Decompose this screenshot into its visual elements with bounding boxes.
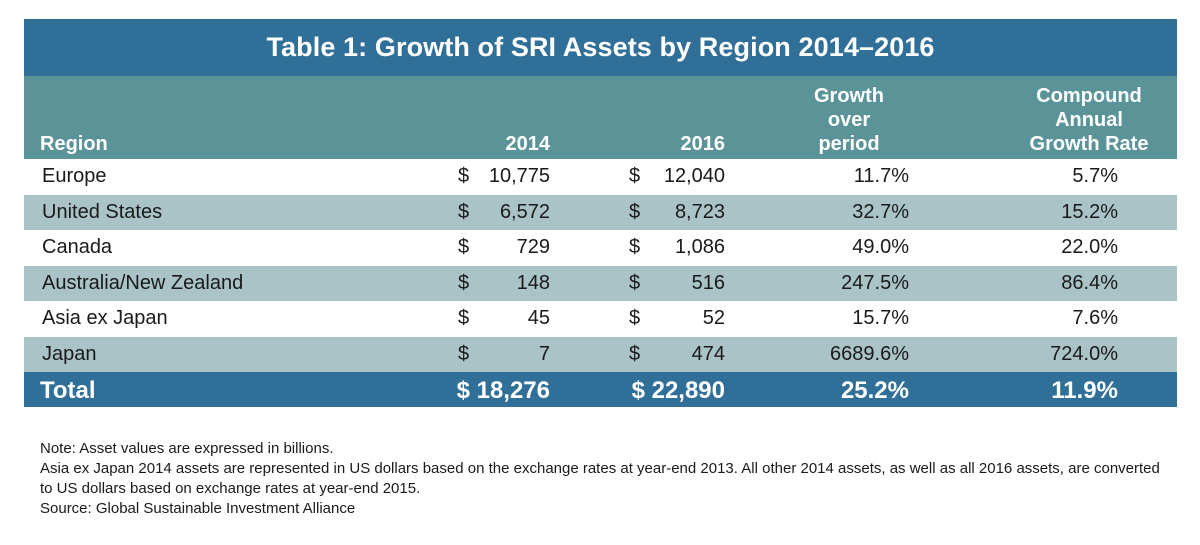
cell-value-2016: 12,040	[663, 165, 725, 187]
cell-value-2016: 516	[691, 271, 725, 294]
header-cagr-line: Annual	[1055, 109, 1123, 131]
cell-cagr: 15.2%	[1061, 200, 1118, 223]
note-source: Source: Global Sustainable Investment Al…	[40, 500, 356, 517]
header-compound-annual-growth-rate: Compound Annual Growth Rate	[1009, 84, 1169, 156]
cell-value-2014: 7	[538, 342, 550, 365]
header-growth-line: Growth	[814, 85, 884, 107]
table-row: Europe $ 10,775 $ 12,040 11.7% 5.7%	[24, 159, 1177, 195]
cell-dollar-2016: $	[629, 236, 641, 258]
total-label: Total	[40, 377, 96, 404]
total-growth: 25.2%	[840, 377, 909, 404]
total-2014: $ 18,276	[456, 377, 550, 404]
cell-dollar-2014: $	[458, 342, 470, 365]
header-growth-line: period	[818, 133, 880, 155]
cell-region: Europe	[42, 165, 107, 187]
cell-dollar-2016: $	[629, 165, 641, 187]
cell-value-2016: 1,086	[674, 236, 725, 258]
header-2014: 2014	[505, 133, 551, 155]
cell-region: Canada	[42, 236, 113, 258]
cell-cagr: 724.0%	[1050, 342, 1118, 365]
cell-value-2016: 8,723	[674, 200, 725, 223]
cell-region: Australia/New Zealand	[42, 271, 244, 294]
sri-assets-table: Table 1: Growth of SRI Assets by Region …	[24, 19, 1177, 407]
total-row: Total $ 18,276 $ 22,890 25.2% 11.9%	[24, 372, 1177, 407]
cell-value-2014: 10,775	[488, 165, 550, 187]
cell-region: United States	[42, 200, 163, 223]
header-2016: 2016	[680, 133, 726, 155]
header-cagr-line: Growth Rate	[1029, 133, 1149, 155]
cell-value-2016: 52	[702, 307, 725, 329]
total-2016: $ 22,890	[631, 377, 725, 404]
note-units: Note: Asset values are expressed in bill…	[40, 440, 334, 457]
cell-growth: 32.7%	[852, 200, 909, 223]
cell-dollar-2016: $	[629, 307, 641, 329]
table-row: Japan $ 7 $ 474 6689.6% 724.0%	[24, 336, 1177, 372]
cell-region: Asia ex Japan	[42, 307, 168, 329]
table-title: Table 1: Growth of SRI Assets by Region …	[266, 32, 935, 62]
cell-dollar-2016: $	[629, 271, 641, 294]
cell-growth: 15.7%	[852, 307, 909, 329]
table-header-row: Region 2014 2016 Growth over period Comp…	[24, 76, 1177, 159]
cell-dollar-2014: $	[458, 271, 470, 294]
cell-growth: 6689.6%	[830, 342, 909, 365]
cell-growth: 247.5%	[841, 271, 909, 294]
cell-value-2016: 474	[691, 342, 725, 365]
table-row: Canada $ 729 $ 1,086 49.0% 22.0%	[24, 230, 1177, 266]
cell-value-2014: 729	[516, 236, 550, 258]
table-row: Asia ex Japan $ 45 $ 52 15.7% 7.6%	[24, 301, 1177, 337]
cell-dollar-2014: $	[458, 307, 470, 329]
cell-dollar-2014: $	[458, 236, 470, 258]
cell-dollar-2016: $	[629, 200, 641, 223]
cell-cagr: 22.0%	[1061, 236, 1118, 258]
note-exchange-rates: Asia ex Japan 2014 assets are represente…	[40, 460, 1160, 497]
header-region: Region	[40, 133, 108, 155]
cell-growth: 49.0%	[852, 236, 909, 258]
cell-value-2014: 45	[527, 307, 550, 329]
cell-cagr: 7.6%	[1072, 307, 1118, 329]
cell-dollar-2014: $	[458, 200, 470, 223]
cell-dollar-2016: $	[629, 342, 641, 365]
cell-growth: 11.7%	[853, 165, 909, 187]
total-cagr: 11.9%	[1051, 377, 1118, 404]
table-row: United States $ 6,572 $ 8,723 32.7% 15.2…	[24, 194, 1177, 230]
cell-value-2014: 6,572	[499, 200, 550, 223]
cell-cagr: 5.7%	[1072, 165, 1118, 187]
table-row: Australia/New Zealand $ 148 $ 516 247.5%…	[24, 265, 1177, 301]
cell-value-2014: 148	[516, 271, 550, 294]
header-growth-over-period: Growth over period	[789, 84, 909, 156]
header-cagr-line: Compound	[1036, 85, 1142, 107]
table-title-bar: Table 1: Growth of SRI Assets by Region …	[24, 19, 1177, 76]
header-growth-line: over	[827, 109, 871, 131]
table-notes: Note: Asset values are expressed in bill…	[40, 439, 1160, 519]
cell-dollar-2014: $	[458, 165, 470, 187]
cell-cagr: 86.4%	[1061, 271, 1118, 294]
cell-region: Japan	[42, 342, 97, 365]
